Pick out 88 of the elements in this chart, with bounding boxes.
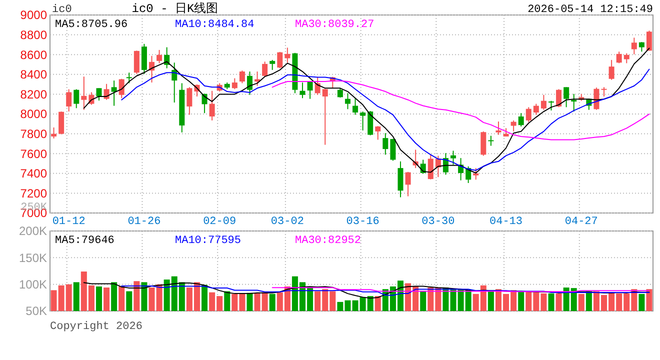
candlestick — [104, 83, 110, 100]
candlestick — [277, 51, 283, 69]
line-series — [121, 285, 650, 296]
candlestick — [134, 50, 140, 74]
candlestick — [284, 47, 290, 64]
text: MA30:82952 — [295, 235, 362, 247]
candlestick — [118, 78, 124, 99]
candlestick — [344, 92, 350, 110]
candlestick — [390, 138, 396, 162]
text: MA5:79646 — [55, 235, 114, 247]
y-tick-label: 50K — [26, 304, 47, 318]
y-tick-label: 8200 — [20, 87, 48, 102]
candlestick — [186, 86, 192, 116]
candlestick — [480, 130, 486, 156]
text: Copyright 2026 — [50, 321, 142, 333]
candlestick — [262, 61, 268, 78]
candlestick — [322, 88, 328, 146]
candlestick — [510, 120, 516, 132]
candlestick — [540, 94, 546, 110]
candlestick — [624, 52, 630, 64]
candlestick — [156, 49, 162, 64]
candlestick — [360, 111, 366, 131]
y-tick-label: 8800 — [20, 28, 48, 42]
y-tick-label: 150K — [18, 250, 47, 265]
y-tick-label: 8400 — [20, 68, 48, 82]
candlestick — [496, 121, 502, 136]
text: MA5:8705.96 — [55, 19, 128, 31]
candlestick — [564, 86, 570, 108]
x-tick-label: 04-13 — [490, 216, 523, 228]
y-tick-label: 8600 — [20, 48, 48, 62]
candlestick — [382, 132, 388, 156]
candlestick — [398, 160, 404, 198]
x-tick-label: 03-16 — [346, 216, 380, 228]
candlestick — [307, 80, 313, 100]
candlestick — [126, 72, 132, 84]
candlestick — [300, 82, 306, 99]
candlestick — [141, 43, 147, 74]
candlestick — [352, 98, 358, 116]
candlestick — [488, 135, 494, 146]
chart-title: ic0 - 日K线图 — [132, 2, 218, 16]
candlestick — [601, 86, 607, 97]
x-tick-label: 03-02 — [270, 216, 304, 228]
candlestick — [58, 111, 64, 135]
y-tick-label: 9000 — [20, 8, 48, 22]
candlestick — [631, 37, 637, 55]
candlestick — [66, 88, 72, 112]
candlestick — [270, 59, 276, 70]
candlestick — [96, 88, 102, 102]
text: MA10:77595 — [175, 235, 242, 247]
y-tick-label: 7400 — [20, 166, 48, 181]
candlestick — [232, 78, 238, 90]
candlestick — [246, 71, 252, 96]
y-tick-label: 7600 — [20, 146, 48, 161]
candlestick — [473, 168, 479, 180]
y-tick-label: 200K — [18, 224, 47, 238]
candlestick — [209, 90, 215, 121]
x-tick-label: 04-27 — [564, 216, 598, 228]
candlestick — [518, 112, 524, 127]
candlestick — [368, 110, 374, 136]
x-tick-label: 01-26 — [128, 216, 161, 228]
candlestick — [51, 126, 57, 139]
candlestick — [526, 106, 532, 123]
y-axis-title: ic0 — [52, 4, 72, 16]
chart-subtitle: 2026-05-14 12:15:49 — [528, 4, 653, 16]
x-tick-label: 03-30 — [422, 216, 455, 228]
candlestick — [638, 42, 644, 52]
candlestick — [533, 103, 539, 116]
candlestick — [111, 80, 117, 106]
text: MA10:8484.84 — [175, 19, 255, 31]
candlestick — [375, 126, 381, 140]
text: MA30:8039.27 — [295, 19, 374, 31]
candlestick — [548, 100, 554, 111]
candlestick — [616, 51, 622, 64]
candlestick — [556, 88, 562, 108]
candlestick — [239, 70, 245, 84]
candlestick — [428, 154, 434, 180]
candlestick — [81, 76, 87, 110]
x-tick-label: 02-09 — [203, 216, 236, 228]
x-tick-label: 01-12 — [52, 216, 86, 228]
candlestick — [450, 150, 456, 166]
y-tick-label: 7200 — [20, 186, 48, 200]
y-tick-label: 100K — [18, 278, 47, 292]
candlestick — [608, 59, 614, 80]
candlestick — [74, 88, 80, 109]
y-tick-label: 8000 — [20, 107, 48, 122]
y-tick-label: 7800 — [20, 127, 48, 141]
candlestick — [405, 171, 411, 197]
candlestick — [337, 88, 343, 98]
